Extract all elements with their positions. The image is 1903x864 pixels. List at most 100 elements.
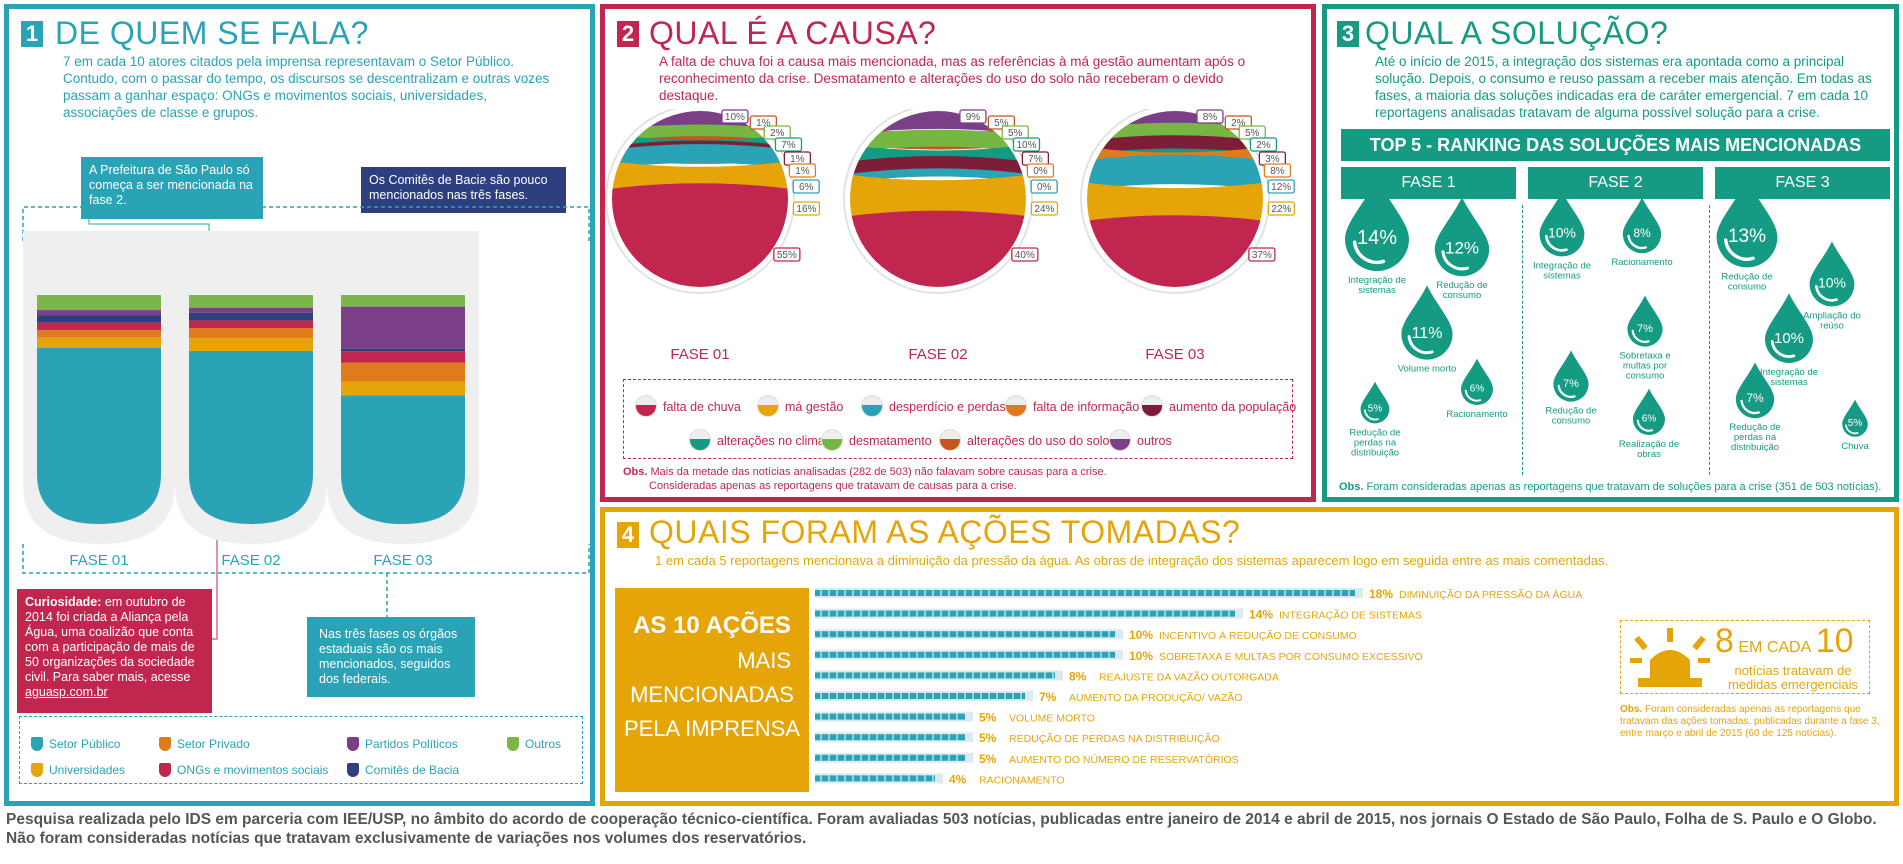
drop-label: perdas na [1734, 432, 1777, 443]
side-line-2: MENCIONADAS [630, 682, 794, 707]
legend-label: Partidos Políticos [365, 737, 458, 751]
pie-label-box [788, 163, 817, 178]
panel-2-legend [623, 379, 1293, 459]
water-drop-icon [1716, 199, 1778, 268]
pie-title: FASE 02 [908, 346, 967, 363]
cup-segment [189, 295, 313, 308]
panel-3-obs: Obs. Foram consideradas apenas as report… [1339, 481, 1899, 493]
panel-1: 1 DE QUEM SE FALA? 7 em cada 10 atores c… [4, 4, 595, 806]
action-bar [815, 754, 965, 761]
water-drop-icon [1345, 199, 1409, 271]
cup-segment [37, 337, 161, 348]
action-bar-row: 18% DIMINUIÇÃO DA PRESSÃO DA ÁGUA [815, 587, 1582, 601]
drop-label: Redução de [1545, 406, 1596, 417]
legend-label: outros [1137, 434, 1172, 448]
panel-1-title: DE QUEM SE FALA? [55, 15, 369, 51]
legend-item: Setor Público [31, 737, 120, 751]
cup-segment [37, 295, 161, 311]
cup-2: FASE 02 [175, 231, 327, 569]
drop-label: obras [1637, 449, 1661, 460]
legend-swatch [1109, 429, 1131, 451]
action-bar [815, 610, 1235, 617]
action-value: 18% [1369, 587, 1393, 601]
legend-item: alterações no clima [689, 429, 825, 451]
solution-drop: 6% Racionamento [1446, 358, 1508, 420]
curiosidade-label: Curiosidade: [25, 595, 102, 609]
emerg-mid: EM CADA [1738, 639, 1812, 656]
pie-label: 7% [1028, 154, 1043, 165]
water-drop-icon [1539, 199, 1585, 257]
pie-label: 7% [781, 140, 796, 151]
action-label: DIMINUIÇÃO DA PRESSÃO DA ÁGUA [1399, 588, 1582, 601]
emergency-stat: 8 EM CADA 10 [1715, 622, 1854, 661]
legend-label: desmatamento [849, 434, 932, 448]
pie-label-box [1196, 109, 1224, 124]
panel-4-intro: 1 em cada 5 reportagens mencionava a dim… [655, 553, 1609, 568]
panel-1-number: 1 [21, 21, 43, 47]
pie-label-box [773, 247, 801, 262]
drop-label: consumo [1728, 281, 1767, 292]
water-drop-icon [1809, 241, 1855, 307]
drop-label: sistemas [1543, 270, 1581, 281]
action-label: AUMENTO DA PRODUÇÃO/ VAZÃO [1069, 691, 1242, 704]
drop-value: 10% [1774, 330, 1804, 347]
side-line-3: PELA IMPRENSA [623, 716, 801, 741]
drop-label: consumo [1443, 290, 1482, 301]
drop-value: 5% [1368, 403, 1383, 414]
callout-prefeitura: A Prefeitura de São Paulo só começa a se… [81, 157, 263, 219]
callout-comites: Os Comitês de Bacia são pouco mencionado… [361, 167, 566, 213]
cup-segment [37, 310, 161, 316]
pie-label: 10% [725, 112, 745, 123]
drop-label: sistemas [1770, 377, 1808, 388]
action-bar [815, 734, 965, 741]
pie-band [1087, 215, 1263, 287]
pie-label-box [1030, 179, 1058, 194]
legend-swatch [821, 429, 843, 451]
pie-label-box [1248, 247, 1276, 262]
obs-text: Foram consideradas apenas as reportagens… [1363, 481, 1882, 493]
pie-label: 5% [994, 118, 1009, 129]
obs-text: Mais da metade das notícias analisadas (… [647, 466, 1107, 478]
action-bar-row: 5% AUMENTO DO NÚMERO DE RESERVATÓRIOS [815, 752, 1239, 766]
solution-drop: 11% Volume morto [1398, 285, 1456, 375]
drop-value: 11% [1412, 325, 1443, 342]
pie-band [850, 168, 1026, 183]
drop-value: 10% [1818, 275, 1846, 291]
pie-fase-3: 8%2%5%2%3%8%12%22%37%FASE 03 [1080, 109, 1296, 363]
cup-3: FASE 03 [327, 231, 479, 569]
cup-segment [37, 322, 161, 331]
legend-label: Universidades [49, 763, 126, 777]
pie-label: 2% [1231, 118, 1246, 129]
pie-outline [1080, 109, 1270, 294]
pie-band [850, 210, 1026, 287]
drop-label: Racionamento [1611, 257, 1672, 268]
drop-value: 13% [1728, 226, 1766, 247]
aguasp-link[interactable]: aguasp.com.br [25, 685, 108, 699]
legend-swatch [861, 395, 883, 417]
pie-label-box [1267, 179, 1295, 194]
pie-label-box [1267, 201, 1296, 216]
legend-swatch [939, 429, 961, 451]
water-drop-icon [1633, 388, 1665, 435]
drop-label: Integração de [1348, 275, 1406, 286]
drop-arc [1636, 419, 1654, 432]
pie-label: 10% [1016, 140, 1036, 151]
drop-label: Ampliação do [1803, 310, 1861, 321]
drop-arc [1557, 384, 1576, 398]
drop-arc [1815, 284, 1838, 302]
legend-label: Outros [525, 737, 562, 751]
drop-label: Integração de [1533, 260, 1591, 271]
curiosidade-text: em outubro de 2014 foi criada a Aliança … [25, 595, 195, 684]
pie-label: 37% [1252, 250, 1272, 261]
legend-item: desmatamento [821, 429, 932, 451]
legend-item: falta de informação [1005, 395, 1139, 417]
panel-4-title: QUAIS FORAM AS AÇÕES TOMADAS? [649, 514, 1241, 550]
drop-arc [1740, 399, 1760, 415]
drop-value: 7% [1637, 323, 1653, 335]
panel-2-number: 2 [617, 21, 639, 47]
pie-fase-2: 9%5%5%10%7%0%0%24%40%FASE 02 [843, 109, 1059, 363]
